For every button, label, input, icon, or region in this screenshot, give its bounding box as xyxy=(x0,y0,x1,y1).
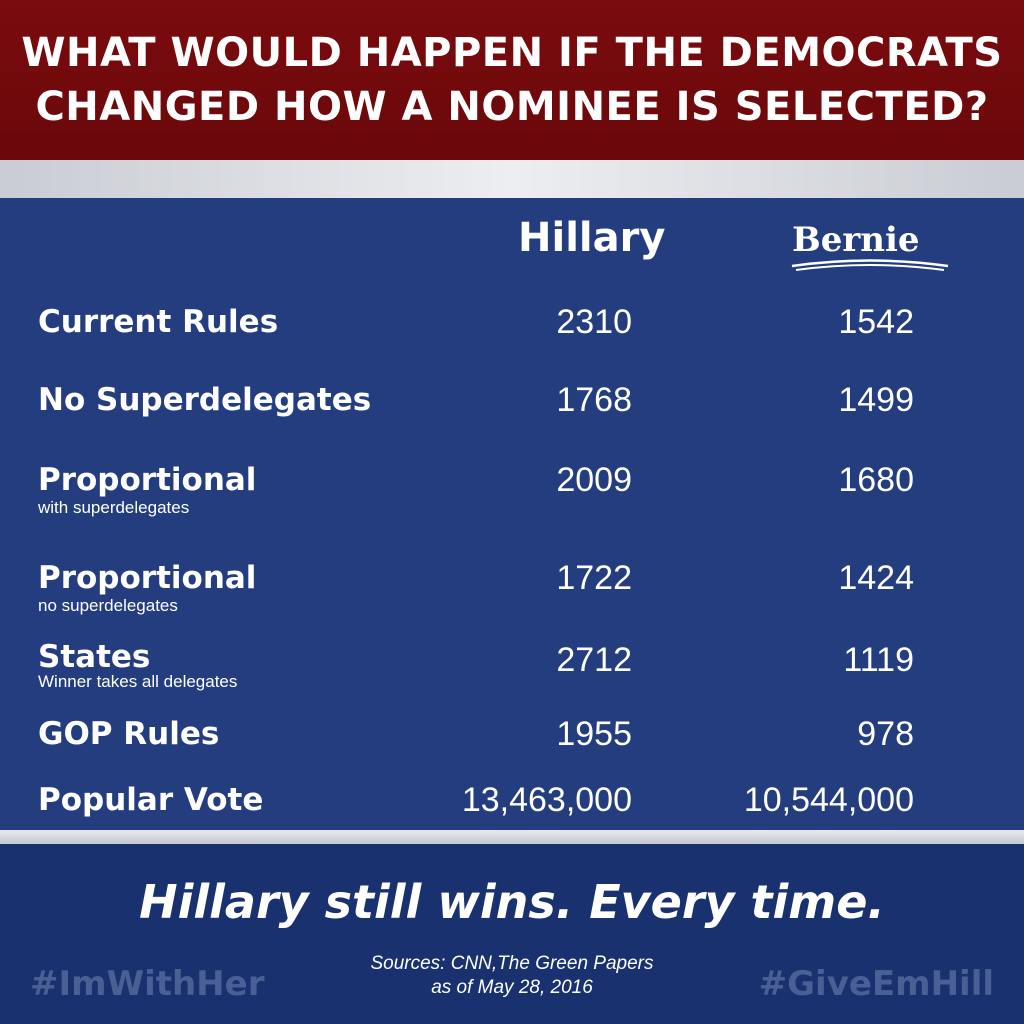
table-row: Proportional with superdelegates 2009 16… xyxy=(0,460,1024,520)
headline: WHAT WOULD HAPPEN IF THE DEMOCRATS CHANG… xyxy=(0,0,1024,160)
row-label: Popular Vote xyxy=(38,782,264,818)
bernie-logo-swoosh xyxy=(791,259,949,271)
table-row: Current Rules 2310 1542 xyxy=(0,302,1024,362)
table-row: GOP Rules 1955 978 xyxy=(0,714,1024,774)
row-sublabel: no superdelegates xyxy=(38,596,178,615)
hillary-value: 1768 xyxy=(556,381,632,419)
bernie-value: 1499 xyxy=(838,381,914,419)
column-header-hillary: Hillary xyxy=(518,215,666,261)
row-sublabel: Winner takes all delegates xyxy=(38,672,238,691)
sources-line-2: as of May 28, 2016 xyxy=(431,977,593,998)
row-label: No Superdelegates xyxy=(38,382,372,418)
headline-line-1: WHAT WOULD HAPPEN IF THE DEMOCRATS xyxy=(21,30,1003,76)
bernie-value: 10,544,000 xyxy=(743,781,914,819)
bernie-value: 978 xyxy=(857,715,914,753)
hillary-value: 13,463,000 xyxy=(461,781,632,819)
column-header-bernie: Bernie xyxy=(792,220,920,260)
bernie-value: 1680 xyxy=(838,461,914,499)
row-label: Current Rules xyxy=(38,304,279,340)
hillary-value: 2712 xyxy=(556,641,632,679)
hillary-value: 2009 xyxy=(556,461,632,499)
table-row: Popular Vote 13,463,000 10,544,000 xyxy=(0,780,1024,840)
row-label: States xyxy=(38,639,151,675)
hillary-value: 2310 xyxy=(556,303,632,341)
hillary-value: 1722 xyxy=(556,559,632,597)
footer-divider xyxy=(0,830,1024,844)
hashtag-giveemhill: #GiveEmHill xyxy=(758,964,994,1004)
row-label: Proportional xyxy=(38,462,257,498)
footer-panel xyxy=(0,844,1024,1024)
row-sublabel: with superdelegates xyxy=(38,498,190,517)
bernie-value: 1424 xyxy=(838,559,914,597)
bernie-value: 1542 xyxy=(838,303,914,341)
sources-note: Sources: CNN,The Green Papers as of May … xyxy=(0,952,1024,1000)
tagline: Hillary still wins. Every time. xyxy=(139,875,885,929)
table-row: Proportional no superdelegates 1722 1424 xyxy=(0,558,1024,618)
row-label: Proportional xyxy=(38,560,257,596)
bernie-value: 1119 xyxy=(843,641,914,679)
header-stripe xyxy=(0,160,1024,198)
headline-line-2: CHANGED HOW A NOMINEE IS SELECTED? xyxy=(35,84,989,130)
comparison-panel xyxy=(0,198,1024,830)
table-row: States Winner takes all delegates 2712 1… xyxy=(0,640,1024,700)
table-row: No Superdelegates 1768 1499 xyxy=(0,380,1024,440)
row-label: GOP Rules xyxy=(38,716,220,752)
sources-line-1: Sources: CNN,The Green Papers xyxy=(370,953,654,974)
hillary-value: 1955 xyxy=(556,715,632,753)
hashtag-imwithher: #ImWithHer xyxy=(30,964,265,1004)
